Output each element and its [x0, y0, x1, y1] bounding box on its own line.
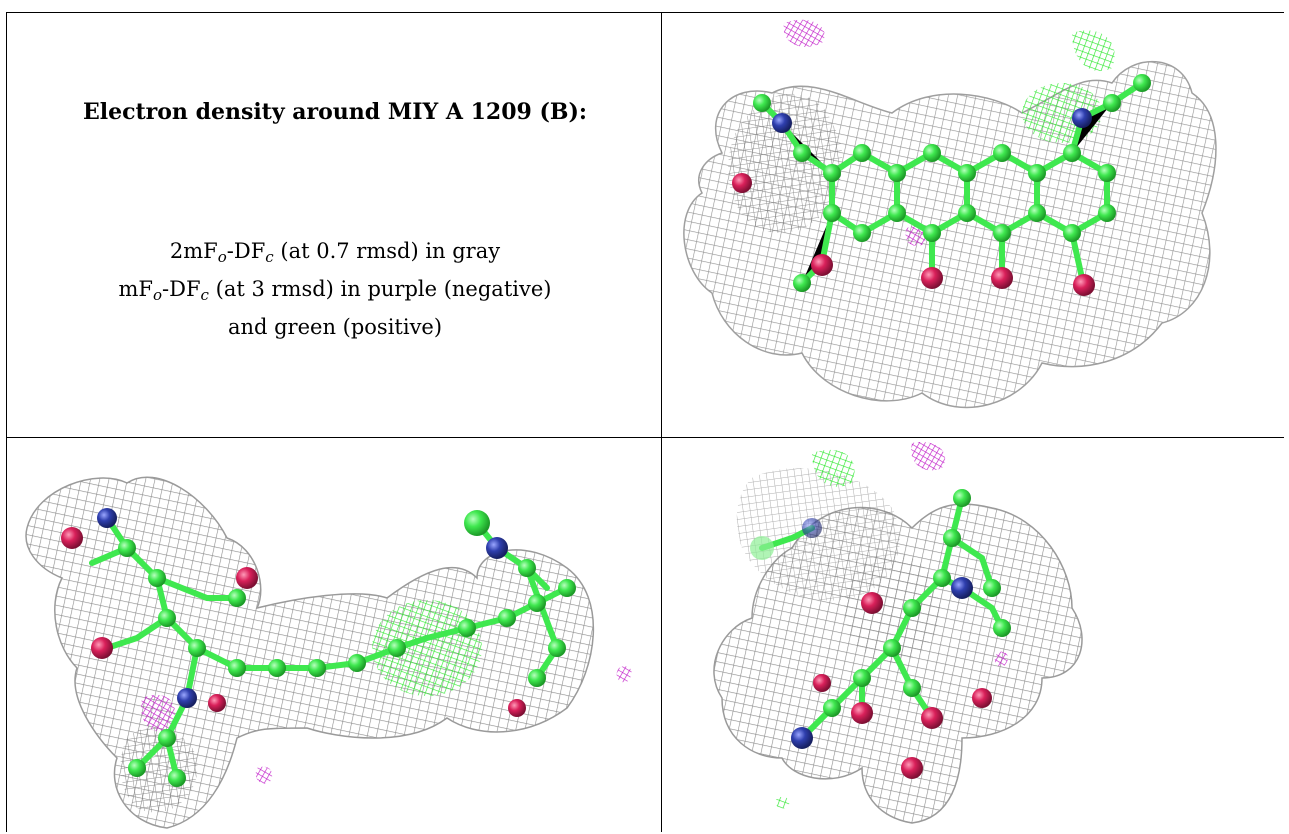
legend-gray-text: (at 0.7 rmsd) in gray [273, 239, 501, 263]
legend-sub-o: o [153, 286, 163, 304]
view-bottom-right [662, 437, 1284, 832]
legend-sub-o: o [217, 248, 227, 266]
view-top-right [662, 12, 1284, 437]
legend-sub-c: c [200, 286, 209, 304]
legend-line-2mfo: 2mFo-DFc (at 0.7 rmsd) in gray [7, 235, 661, 273]
density-render-top [683, 19, 1217, 409]
legend-line-green: and green (positive) [227, 315, 443, 339]
caption: Electron density around MIY A 1209 (B): … [7, 13, 661, 437]
legend-mf-text: mF [118, 277, 153, 301]
legend-df-text: -DF [226, 239, 266, 263]
caption-legend: 2mFo-DFc (at 0.7 rmsd) in gray mFo-DFc (… [7, 235, 661, 343]
density-render-left [25, 476, 632, 829]
legend-line-mfo: mFo-DFc (at 3 rmsd) in purple (negative) [7, 273, 661, 311]
legend-df-text: -DF [162, 277, 201, 301]
legend-sub-c: c [265, 248, 274, 266]
density-render-right [713, 442, 1083, 824]
figure-table: Electron density around MIY A 1209 (B): … [6, 12, 1284, 832]
legend-purple-text: (at 3 rmsd) in purple (negative) [208, 277, 552, 301]
legend-2mf-text: 2mF [169, 239, 218, 263]
view-bottom-left [6, 437, 662, 832]
caption-cell: Electron density around MIY A 1209 (B): … [6, 12, 662, 437]
caption-title: Electron density around MIY A 1209 (B): [82, 99, 588, 125]
